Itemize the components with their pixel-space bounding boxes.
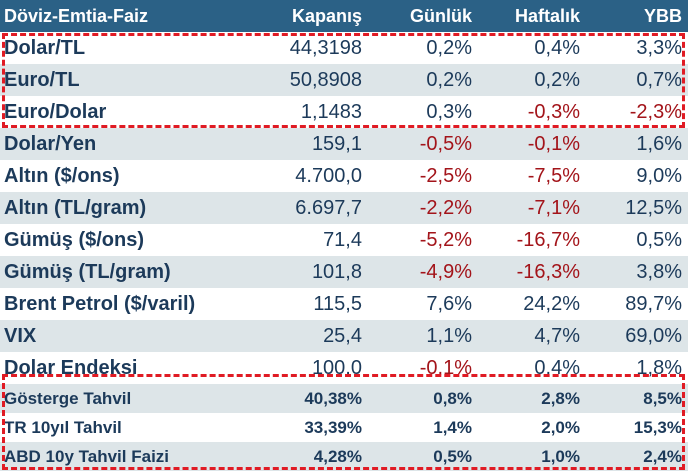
row-kapanis: 44,3198 — [289, 36, 362, 59]
header-name: Döviz-Emtia-Faiz — [4, 5, 149, 26]
table-row: Brent Petrol ($/varil) 115,5 7,6% 24,2% … — [0, 288, 688, 320]
header-kapanis: Kapanış — [291, 5, 362, 26]
row-kapanis: 101,8 — [311, 260, 362, 283]
bond-haftalik: 1,0% — [541, 446, 580, 466]
row-haftalik: 0,2% — [534, 68, 580, 91]
table-row: Dolar/TL 44,3198 0,2% 0,4% 3,3% — [0, 32, 688, 64]
bond-haftalik: 2,8% — [541, 388, 580, 408]
row-haftalik: 4,7% — [534, 324, 580, 347]
table-row: Euro/Dolar 1,1483 0,3% -0,3% -2,3% — [0, 96, 688, 128]
row-name: Dolar/TL — [4, 36, 86, 59]
row-gunluk: 0,2% — [426, 36, 472, 59]
row-kapanis: 25,4 — [323, 324, 362, 347]
row-gunluk: 1,1% — [426, 324, 472, 347]
row-kapanis: 159,1 — [311, 132, 362, 155]
row-ybb: 9,0% — [636, 164, 682, 187]
row-gunluk: -2,2% — [419, 196, 472, 219]
bond-haftalik: 2,0% — [541, 417, 580, 437]
row-gunluk: -0,1% — [419, 356, 472, 379]
row-ybb: 3,8% — [636, 260, 682, 283]
row-name: Altın ($/ons) — [4, 164, 120, 187]
row-name: Dolar Endeksi — [4, 356, 138, 379]
header-ybb: YBB — [643, 5, 682, 26]
row-ybb: 89,7% — [625, 292, 682, 315]
bond-kapanis: 33,39% — [304, 417, 362, 437]
bond-row: ABD 10y Tahvil Faizi 4,28% 0,5% 1,0% 2,4… — [0, 442, 688, 471]
row-haftalik: 0,4% — [534, 356, 580, 379]
row-name: Euro/Dolar — [4, 100, 107, 123]
bond-kapanis: 4,28% — [313, 446, 362, 466]
table-row: Dolar Endeksi 100,0 -0,1% 0,4% 1,8% — [0, 352, 688, 384]
row-name: Altın (TL/gram) — [4, 196, 147, 219]
row-ybb: 1,8% — [636, 356, 682, 379]
bond-row: Gösterge Tahvil 40,38% 0,8% 2,8% 8,5% — [0, 384, 688, 413]
header-haftalik: Haftalık — [514, 5, 580, 26]
row-haftalik: -7,5% — [527, 164, 580, 187]
row-gunluk: -2,5% — [419, 164, 472, 187]
table-row: VIX 25,4 1,1% 4,7% 69,0% — [0, 320, 688, 352]
row-name: Euro/TL — [4, 68, 80, 91]
row-kapanis: 4.700,0 — [295, 164, 362, 187]
row-gunluk: -5,2% — [419, 228, 472, 251]
bond-gunluk: 0,8% — [433, 388, 472, 408]
row-haftalik: -0,3% — [527, 100, 580, 123]
row-ybb: 1,6% — [636, 132, 682, 155]
bond-ybb: 2,4% — [643, 446, 682, 466]
row-name: VIX — [4, 324, 37, 347]
bond-name: TR 10yıl Tahvil — [4, 417, 122, 437]
row-ybb: 0,7% — [636, 68, 682, 91]
row-kapanis: 50,8908 — [289, 68, 362, 91]
row-haftalik: -16,7% — [516, 228, 580, 251]
row-haftalik: 24,2% — [523, 292, 580, 315]
row-ybb: 0,5% — [636, 228, 682, 251]
row-gunluk: -4,9% — [419, 260, 472, 283]
table-row: Gümüş (TL/gram) 101,8 -4,9% -16,3% 3,8% — [0, 256, 688, 288]
bond-name: ABD 10y Tahvil Faizi — [4, 446, 170, 466]
bond-gunluk: 1,4% — [433, 417, 472, 437]
row-name: Gümüş (TL/gram) — [4, 260, 171, 283]
row-name: Dolar/Yen — [4, 132, 97, 155]
row-kapanis: 1,1483 — [300, 100, 362, 123]
row-ybb: 69,0% — [625, 324, 682, 347]
table-header: Döviz-Emtia-Faiz Kapanış Günlük Haftalık… — [0, 0, 688, 32]
bond-name: Gösterge Tahvil — [4, 388, 132, 408]
row-haftalik: -7,1% — [527, 196, 580, 219]
row-ybb: -2,3% — [629, 100, 682, 123]
table-row: Gümüş ($/ons) 71,4 -5,2% -16,7% 0,5% — [0, 224, 688, 256]
row-name: Brent Petrol ($/varil) — [4, 292, 196, 315]
row-gunluk: -0,5% — [419, 132, 472, 155]
bond-ybb: 15,3% — [633, 417, 682, 437]
row-haftalik: -16,3% — [516, 260, 580, 283]
row-kapanis: 115,5 — [313, 292, 362, 315]
bond-kapanis: 40,38% — [304, 388, 362, 408]
header-gunluk: Günlük — [410, 5, 472, 26]
table-row: Dolar/Yen 159,1 -0,5% -0,1% 1,6% — [0, 128, 688, 160]
row-kapanis: 71,4 — [323, 228, 362, 251]
row-name: Gümüş ($/ons) — [4, 228, 145, 251]
row-haftalik: 0,4% — [534, 36, 580, 59]
row-kapanis: 6.697,7 — [295, 196, 362, 219]
row-haftalik: -0,1% — [527, 132, 580, 155]
bond-gunluk: 0,5% — [433, 446, 472, 466]
table-row: Altın ($/ons) 4.700,0 -2,5% -7,5% 9,0% — [0, 160, 688, 192]
bond-row: TR 10yıl Tahvil 33,39% 1,4% 2,0% 15,3% — [0, 413, 688, 442]
row-kapanis: 100,0 — [311, 356, 362, 379]
bond-ybb: 8,5% — [643, 388, 682, 408]
row-ybb: 12,5% — [625, 196, 682, 219]
row-gunluk: 0,3% — [426, 100, 472, 123]
row-gunluk: 7,6% — [426, 292, 472, 315]
row-gunluk: 0,2% — [426, 68, 472, 91]
table-row: Altın (TL/gram) 6.697,7 -2,2% -7,1% 12,5… — [0, 192, 688, 224]
row-ybb: 3,3% — [636, 36, 682, 59]
table-row: Euro/TL 50,8908 0,2% 0,2% 0,7% — [0, 64, 688, 96]
